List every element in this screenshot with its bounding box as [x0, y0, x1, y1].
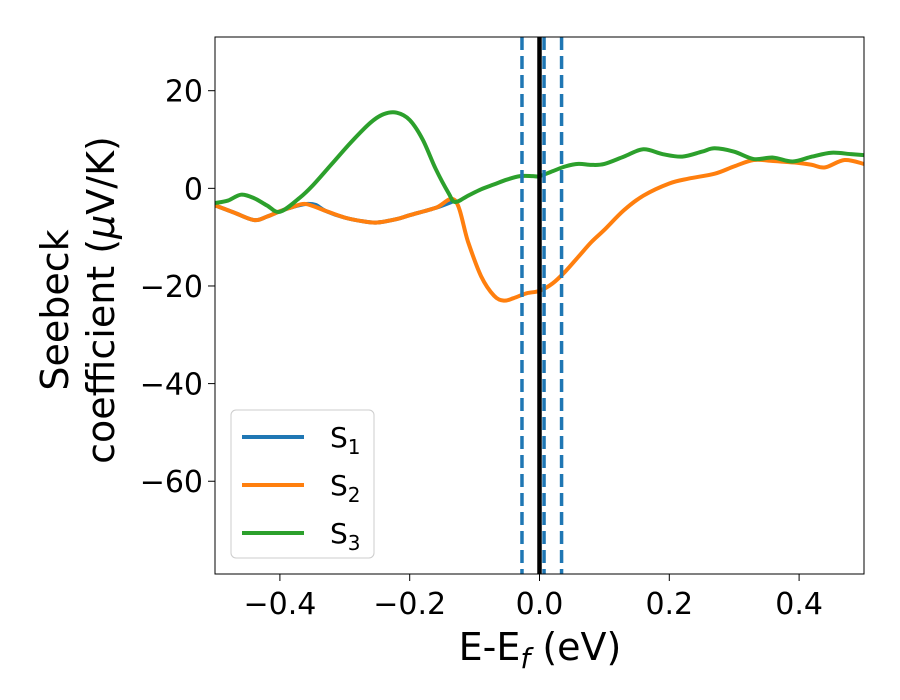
x-axis-label: E-Ef (eV) — [459, 625, 622, 675]
y-tick-label: 20 — [165, 75, 203, 110]
x-tick-label: 0.4 — [775, 587, 823, 622]
y-axis-label-line2: coefficient (μV/K) — [79, 136, 123, 464]
x-axis: −0.4 −0.2 0.0 0.2 0.4 — [243, 574, 823, 622]
y-axis-label-line1: Seebeck — [33, 229, 77, 390]
x-tick-label: −0.4 — [243, 587, 316, 622]
x-tick-label: 0.0 — [516, 587, 564, 622]
y-tick-label: −20 — [140, 270, 203, 305]
series-line-s2 — [215, 157, 864, 303]
legend-label-s3: S3 — [330, 517, 361, 555]
y-axis: 20 0 −20 −40 −60 — [140, 75, 215, 500]
y-tick-label: 0 — [184, 172, 203, 207]
y-tick-label: −60 — [140, 465, 203, 500]
y-tick-label: −40 — [140, 368, 203, 403]
x-tick-label: −0.2 — [373, 587, 446, 622]
vline-layer — [520, 37, 564, 574]
legend-label-s2: S2 — [330, 469, 361, 507]
legend: S1 S2 S3 — [230, 409, 375, 559]
x-tick-label: 0.2 — [645, 587, 693, 622]
series-layer — [215, 110, 864, 303]
legend-label-s1: S1 — [330, 421, 361, 459]
series-line-s3 — [215, 110, 864, 214]
